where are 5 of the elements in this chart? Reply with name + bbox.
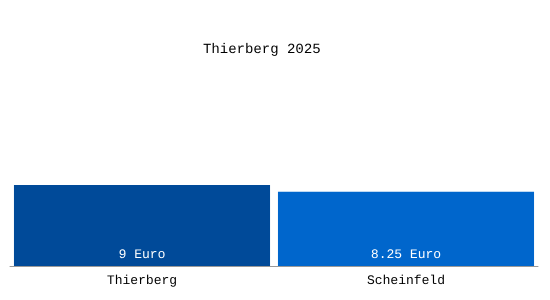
data-label: 8.25 Euro: [370, 247, 442, 262]
data-label: 9 Euro: [118, 247, 166, 262]
chart-title: Thierberg 2025: [203, 42, 321, 58]
x-tick-label: Scheinfeld: [366, 273, 446, 288]
x-tick-label: Thierberg: [106, 273, 178, 288]
